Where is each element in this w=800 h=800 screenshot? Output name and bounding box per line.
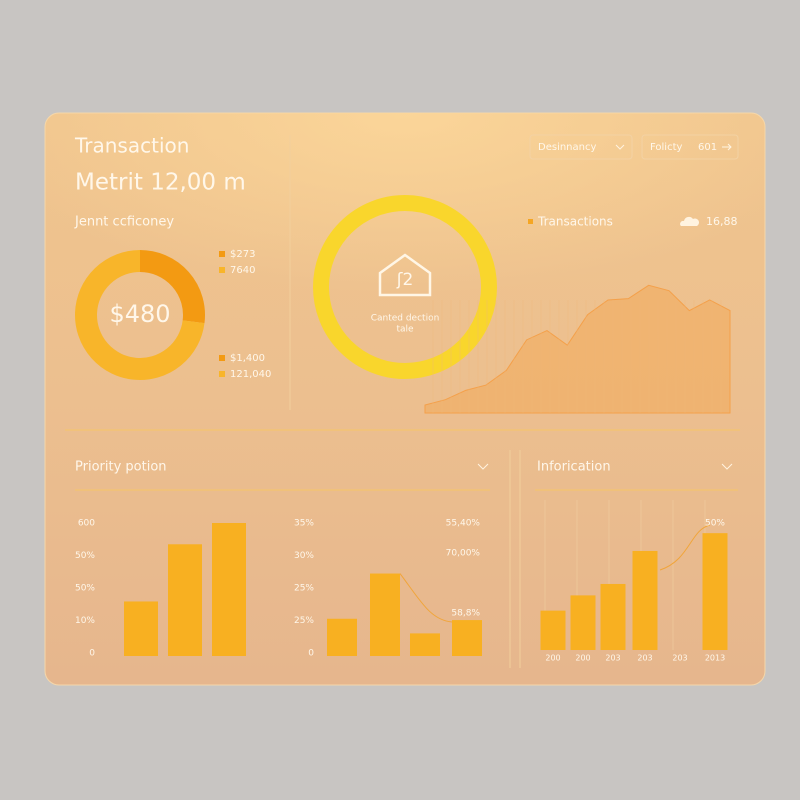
tick-label: 600 — [78, 519, 95, 529]
bar — [410, 633, 440, 656]
legend-label: $1,400 — [230, 353, 265, 364]
tick-label: 50% — [75, 551, 95, 561]
tick-label: 50% — [75, 584, 95, 594]
bar — [370, 573, 400, 656]
icon-text: ʃ2 — [396, 270, 414, 290]
panel-title: Inforication — [537, 460, 611, 475]
x-tick-label: 200 — [545, 654, 560, 663]
bar — [168, 544, 202, 656]
trend-line — [399, 573, 453, 623]
house-icon — [378, 253, 432, 297]
trend-line — [659, 524, 711, 571]
tick-label: 10% — [75, 616, 95, 626]
donut-label: Jennt ccficoney — [74, 215, 174, 230]
filter[interactable] — [641, 134, 739, 160]
bar — [570, 595, 596, 650]
bar — [600, 583, 626, 650]
tick-label: 0 — [308, 649, 314, 659]
ring-caption: tale — [396, 325, 414, 335]
bar — [632, 550, 658, 650]
bar — [212, 523, 246, 656]
legend-swatch — [528, 219, 533, 224]
ring — [313, 195, 497, 379]
area — [424, 284, 731, 414]
chevron — [615, 144, 625, 150]
bar — [452, 620, 482, 656]
donut-segment — [75, 250, 205, 380]
bar — [124, 601, 158, 656]
x-tick-label: 2013 — [705, 654, 725, 663]
x-tick-label: 200 — [575, 654, 590, 663]
bar — [327, 618, 357, 656]
donut-segment — [139, 250, 205, 324]
legend-swatch — [219, 267, 225, 273]
legend-swatch — [219, 355, 225, 361]
legend-label: Transactions — [537, 215, 613, 229]
area-value: 16,88 — [706, 215, 738, 228]
bar — [540, 610, 566, 650]
legend-label: $273 — [230, 249, 255, 260]
right-label: 58,8% — [451, 609, 480, 619]
ring-caption: Canted dection — [371, 314, 440, 324]
arrow — [722, 143, 732, 151]
donut-center: $480 — [109, 300, 170, 328]
panel-title: Priority potion — [75, 460, 167, 475]
tick-label: 25% — [294, 616, 314, 626]
cloud-icon — [680, 216, 700, 226]
dropdown-label: Desinnancy — [538, 142, 596, 153]
legend-swatch — [219, 251, 225, 257]
tick-label: 35% — [294, 519, 314, 529]
legend-swatch — [219, 371, 225, 377]
legend-label: 7640 — [230, 265, 255, 276]
chevron[interactable] — [721, 463, 733, 470]
bar — [702, 533, 728, 650]
chevron[interactable] — [477, 463, 489, 470]
tick-label: 25% — [294, 584, 314, 594]
legend-label: 121,040 — [230, 369, 271, 380]
x-tick-label: 203 — [605, 654, 620, 663]
right-label: 55,40% — [446, 519, 481, 529]
tick-label: 30% — [294, 551, 314, 561]
tick-label: 0 — [89, 649, 95, 659]
metric: Metrit 12,00 m — [75, 170, 246, 196]
dropdown[interactable] — [529, 134, 633, 160]
right-label: 70,00% — [446, 549, 481, 559]
title: Transaction — [74, 134, 189, 158]
x-tick-label: 203 — [672, 654, 687, 663]
filter-label: Folicty — [650, 142, 682, 153]
x-tick-label: 203 — [637, 654, 652, 663]
filter-value: 601 — [698, 142, 717, 153]
top-label: 50% — [705, 519, 725, 529]
